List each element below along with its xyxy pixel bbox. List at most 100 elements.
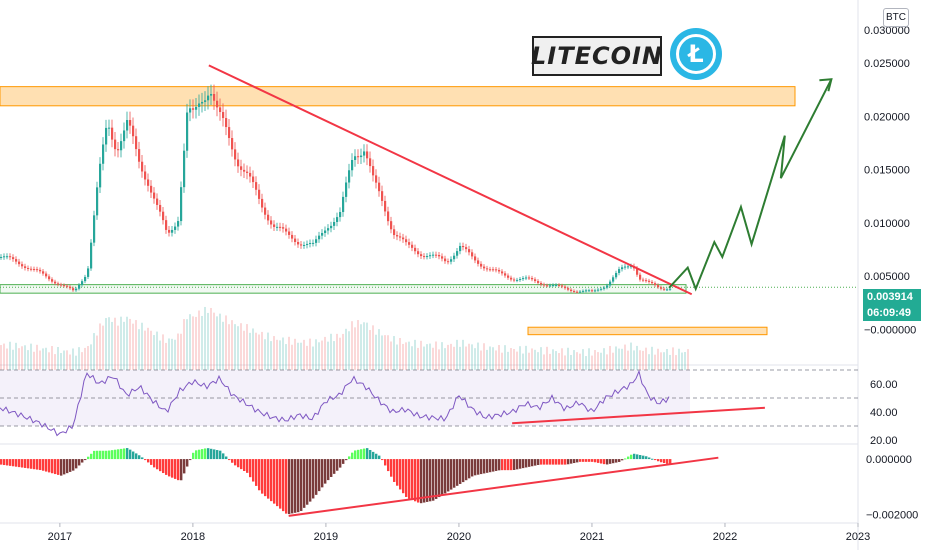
volume-bar: [198, 310, 200, 370]
candle-body: [3, 256, 6, 258]
histogram-bar: [477, 459, 480, 475]
candle-body: [402, 237, 405, 240]
candle-body: [264, 207, 267, 215]
candle-body: [261, 198, 264, 208]
volume-bar: [330, 333, 332, 370]
candle-body: [366, 151, 369, 159]
candle-body: [51, 279, 54, 282]
candle-body: [594, 290, 597, 292]
volume-bar: [573, 350, 575, 370]
histogram-bar: [333, 459, 336, 474]
candle-body: [420, 254, 423, 257]
volume-bar: [201, 315, 203, 370]
volume-bar: [297, 342, 299, 370]
histogram-bar: [30, 459, 33, 469]
candle-body: [426, 256, 429, 258]
volume-bar: [372, 325, 374, 370]
candle-body: [18, 261, 21, 265]
candle-body: [114, 139, 117, 150]
volume-bar: [450, 343, 452, 370]
histogram-bar: [84, 459, 87, 461]
volume-bar: [564, 355, 566, 370]
histogram-bar: [6, 459, 9, 466]
volume-bar: [300, 342, 302, 370]
histogram-bar: [264, 459, 267, 497]
histogram-bar: [261, 459, 264, 494]
histogram-bar: [105, 450, 108, 460]
candle-body: [444, 258, 447, 262]
volume-bar: [444, 348, 446, 370]
volume-bar: [525, 345, 527, 370]
candle-body: [102, 144, 105, 164]
volume-bar: [405, 342, 407, 370]
histogram-bar: [414, 459, 417, 502]
volume-bar: [390, 341, 392, 370]
histogram-bar: [327, 459, 330, 481]
candle-body: [351, 160, 354, 171]
volume-bar: [270, 341, 272, 370]
volume-bar: [480, 350, 482, 370]
candle-body: [42, 271, 45, 274]
histogram-bar: [162, 459, 165, 474]
histogram-bar: [615, 459, 618, 463]
histogram-bar: [198, 449, 201, 460]
candle-body: [546, 285, 549, 287]
volume-bar: [171, 338, 173, 370]
volume-bar: [627, 350, 629, 370]
histogram-bar: [444, 459, 447, 494]
histogram-bar: [177, 459, 180, 481]
volume-bar: [531, 348, 533, 370]
rsi-tick-label: 40.00: [870, 407, 898, 419]
histogram-bar: [456, 459, 459, 486]
price-tick-label: −0.000000: [864, 324, 916, 336]
candle-body: [120, 141, 123, 151]
histogram-bar: [384, 459, 387, 466]
histogram-bar: [630, 454, 633, 460]
volume-bar: [234, 324, 236, 370]
candle-body: [450, 259, 453, 262]
volume-bar: [588, 348, 590, 370]
volume-bar: [666, 348, 668, 370]
histogram-bar: [330, 459, 333, 477]
histogram-bar: [195, 450, 198, 460]
candle-body: [336, 217, 339, 223]
candle-body: [327, 228, 330, 231]
volume-bar: [435, 341, 437, 370]
candle-body: [330, 225, 333, 229]
histogram-bar: [390, 459, 393, 477]
candle-body: [84, 276, 87, 282]
volume-bar: [579, 353, 581, 370]
volume-bar: [654, 354, 656, 370]
currency-badge[interactable]: BTC: [883, 8, 909, 27]
candle-body: [621, 267, 624, 270]
volume-bar: [399, 338, 401, 370]
candle-body: [411, 244, 414, 248]
histogram-bar: [33, 459, 36, 470]
candle-body: [381, 191, 384, 201]
rsi-trendline: [512, 406, 765, 425]
histogram-bar: [543, 459, 546, 465]
volume-bar: [84, 347, 86, 370]
volume-bar: [168, 338, 170, 370]
histogram-bar: [450, 459, 453, 490]
volume-bar: [129, 318, 131, 370]
candle-body: [285, 228, 288, 232]
histogram-bar: [603, 459, 606, 465]
volume-bar: [255, 332, 257, 370]
histogram-bar: [243, 459, 246, 471]
candle-body: [267, 214, 270, 221]
volume-bar: [0, 345, 2, 370]
volume-bar: [246, 324, 248, 370]
volume-bar: [321, 340, 323, 370]
candle-body: [435, 254, 438, 256]
candle-body: [345, 182, 348, 197]
histogram-bar: [192, 452, 195, 460]
histogram-bar: [435, 459, 438, 499]
volume-bar: [105, 318, 107, 370]
volume-bar: [324, 336, 326, 370]
candle-body: [372, 166, 375, 176]
histogram-bar: [66, 459, 69, 474]
candle-body: [213, 93, 216, 101]
